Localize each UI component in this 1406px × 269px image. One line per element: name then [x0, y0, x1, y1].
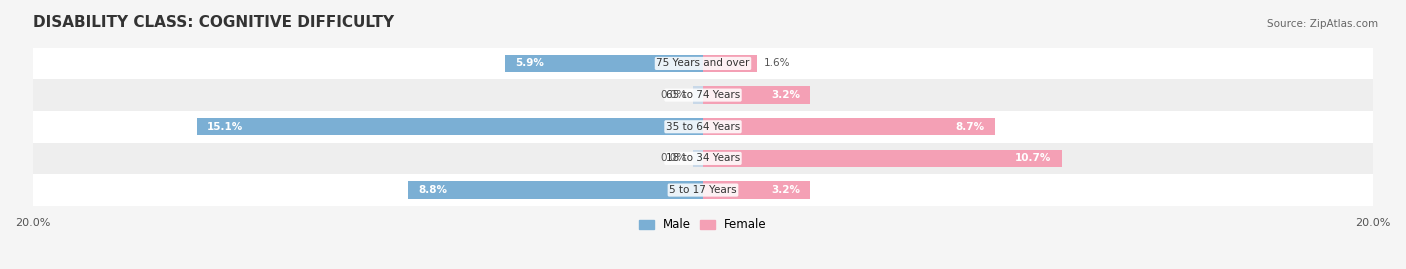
- Text: 15.1%: 15.1%: [207, 122, 243, 132]
- Text: 0.0%: 0.0%: [659, 153, 686, 163]
- Bar: [505, 55, 703, 72]
- Text: 5 to 17 Years: 5 to 17 Years: [669, 185, 737, 195]
- Bar: [32, 143, 1374, 174]
- Text: 0.0%: 0.0%: [659, 90, 686, 100]
- Bar: [703, 181, 810, 199]
- Bar: [408, 181, 703, 199]
- Text: 35 to 64 Years: 35 to 64 Years: [666, 122, 740, 132]
- Bar: [693, 86, 703, 104]
- Text: 5.9%: 5.9%: [516, 58, 544, 68]
- Bar: [693, 150, 703, 167]
- Bar: [32, 48, 1374, 79]
- Text: 8.8%: 8.8%: [418, 185, 447, 195]
- Bar: [197, 118, 703, 136]
- Text: 65 to 74 Years: 65 to 74 Years: [666, 90, 740, 100]
- Bar: [32, 111, 1374, 143]
- Text: 10.7%: 10.7%: [1015, 153, 1052, 163]
- Text: Source: ZipAtlas.com: Source: ZipAtlas.com: [1267, 19, 1378, 29]
- Text: 18 to 34 Years: 18 to 34 Years: [666, 153, 740, 163]
- Legend: Male, Female: Male, Female: [634, 214, 772, 236]
- Text: 1.6%: 1.6%: [763, 58, 790, 68]
- Bar: [32, 174, 1374, 206]
- Text: 8.7%: 8.7%: [956, 122, 984, 132]
- Bar: [32, 79, 1374, 111]
- Text: DISABILITY CLASS: COGNITIVE DIFFICULTY: DISABILITY CLASS: COGNITIVE DIFFICULTY: [32, 15, 394, 30]
- Text: 3.2%: 3.2%: [772, 185, 800, 195]
- Bar: [703, 150, 1062, 167]
- Bar: [703, 55, 756, 72]
- Text: 3.2%: 3.2%: [772, 90, 800, 100]
- Bar: [703, 118, 994, 136]
- Bar: [703, 86, 810, 104]
- Text: 75 Years and over: 75 Years and over: [657, 58, 749, 68]
